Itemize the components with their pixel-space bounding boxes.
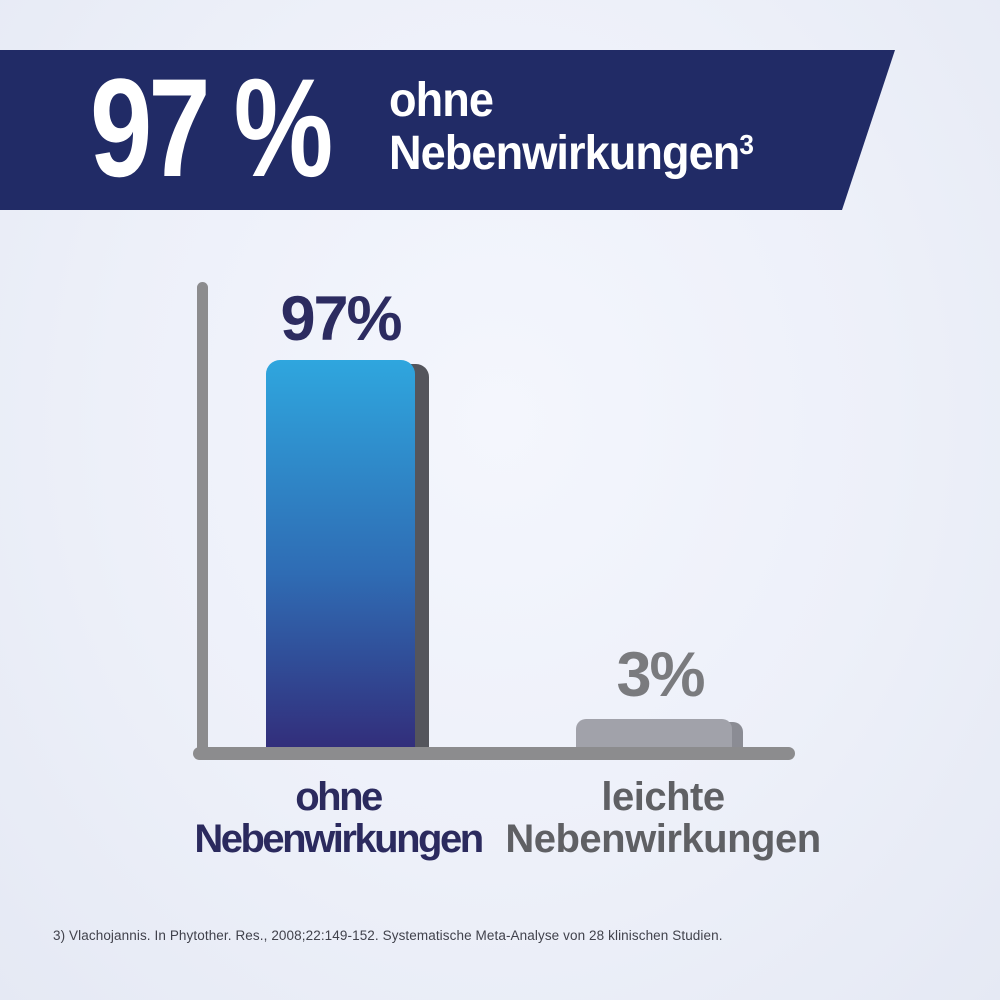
category-label-line2: Nebenwirkungen: [194, 817, 484, 861]
category-label-leichte-nebenwirkungen: leichte Nebenwirkungen: [493, 776, 833, 860]
header-title-line2: Nebenwirkungen: [389, 127, 740, 180]
x-axis: [193, 747, 795, 760]
category-label-ohne-nebenwirkungen: ohne Nebenwirkungen: [188, 776, 488, 860]
category-label-line1: leichte: [601, 775, 725, 819]
category-label-line1: ohne: [295, 775, 383, 819]
header-title-line1: ohne: [389, 74, 494, 127]
bar-97: [266, 360, 415, 748]
bar-3: [576, 719, 732, 748]
header-title: ohne Nebenwirkungen3: [389, 74, 754, 186]
category-label-line2: Nebenwirkungen: [505, 817, 821, 861]
header-banner: [0, 50, 895, 210]
header-percent: 97 %: [90, 49, 333, 206]
y-axis: [197, 282, 208, 759]
header-footnote-marker: 3: [739, 128, 754, 160]
footnote-citation: 3) Vlachojannis. In Phytother. Res., 200…: [53, 928, 723, 943]
bar-value-label-3: 3%: [616, 640, 705, 710]
bar-value-label-97: 97%: [280, 284, 402, 354]
